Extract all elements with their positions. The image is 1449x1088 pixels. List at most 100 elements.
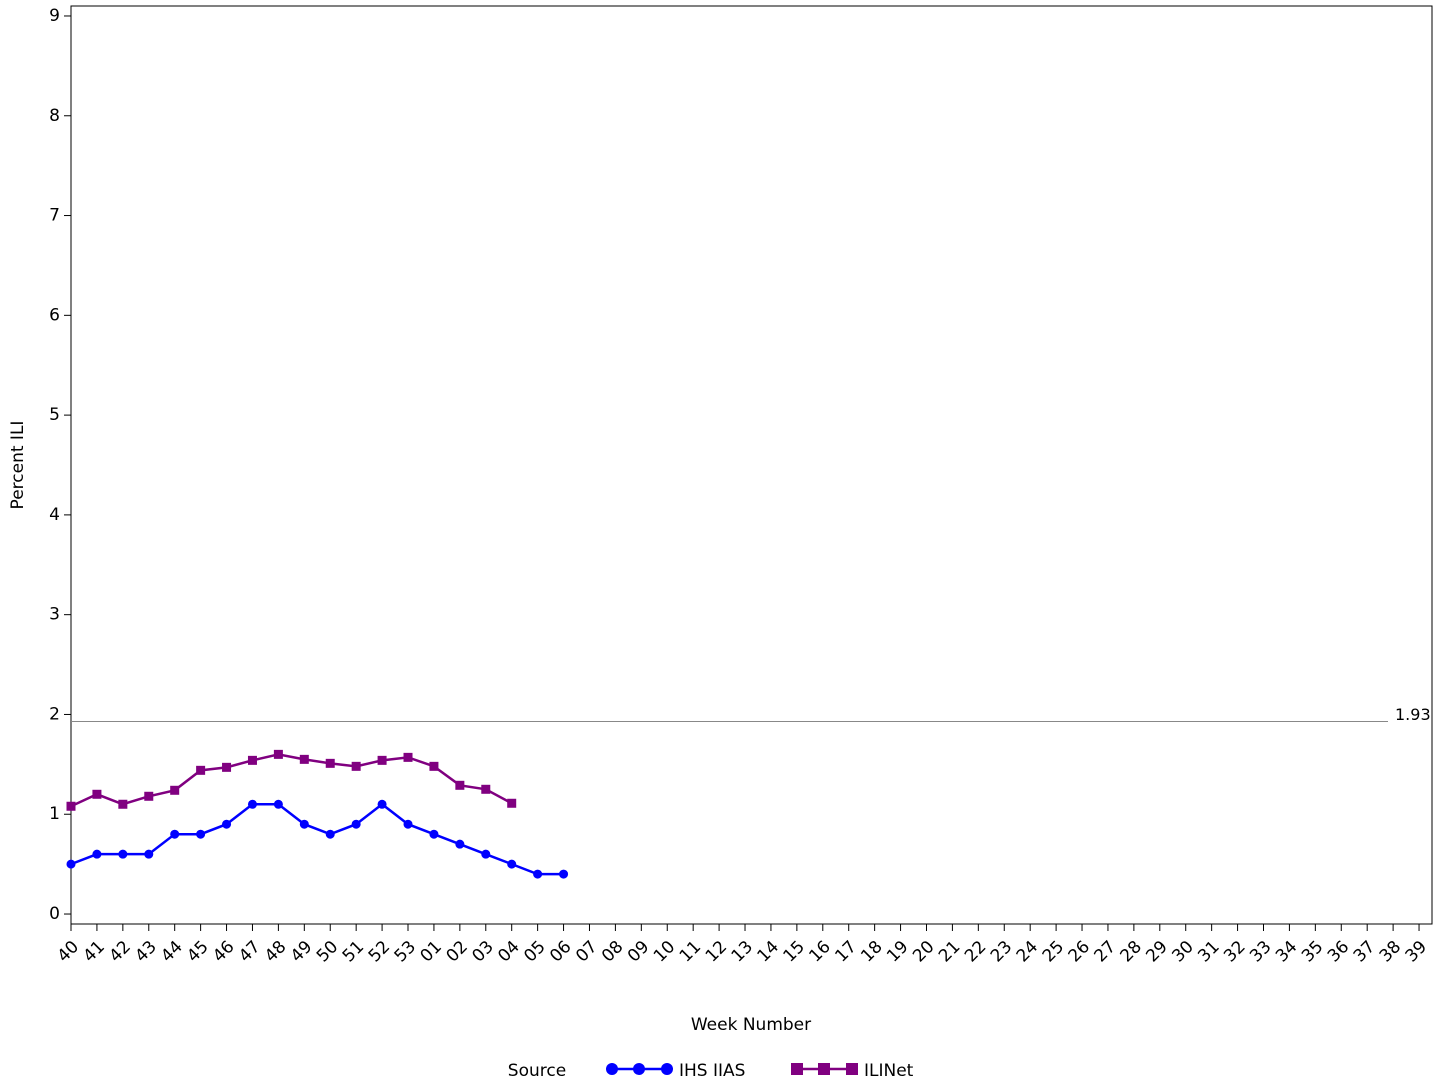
y-tick-label: 4 (49, 505, 60, 525)
y-tick-label: 6 (49, 305, 60, 325)
x-tick-label: 02 (442, 937, 471, 966)
data-point (118, 849, 128, 859)
x-tick-label: 24 (1013, 937, 1042, 966)
x-tick-label: 32 (1220, 937, 1249, 966)
x-tick-label: 14 (754, 937, 783, 966)
x-tick-label: 31 (1194, 937, 1223, 966)
data-point (247, 799, 257, 809)
x-tick-label: 27 (1091, 937, 1120, 966)
x-tick-label: 17 (831, 937, 860, 966)
x-tick-label: 45 (183, 937, 212, 966)
data-point (507, 859, 517, 869)
data-point (222, 819, 232, 829)
data-point (533, 869, 543, 879)
x-tick-label: 10 (650, 937, 679, 966)
data-point (377, 799, 387, 809)
x-tick-label: 08 (598, 937, 627, 966)
reference-label: 1.93 (1395, 705, 1431, 724)
y-tick-label: 5 (49, 405, 60, 425)
data-point (92, 849, 102, 859)
data-point (118, 799, 128, 809)
y-tick-label: 3 (49, 605, 60, 625)
x-tick-label: 36 (1324, 937, 1353, 966)
data-point (144, 791, 154, 801)
y-tick-label: 2 (49, 704, 60, 724)
x-tick-label: 28 (1117, 937, 1146, 966)
x-tick-label: 19 (883, 937, 912, 966)
x-tick-label: 03 (468, 937, 497, 966)
data-point (455, 839, 465, 849)
x-tick-label: 42 (105, 937, 134, 966)
x-tick-label: 30 (1168, 937, 1197, 966)
x-tick-label: 52 (365, 937, 394, 966)
x-tick-label: 49 (287, 937, 316, 966)
x-tick-label: 48 (261, 937, 290, 966)
data-point (429, 761, 439, 771)
data-point (325, 829, 335, 839)
legend-marker (633, 1063, 645, 1075)
x-tick-label: 16 (805, 937, 834, 966)
data-point (481, 849, 491, 859)
x-tick-label: 12 (702, 937, 731, 966)
x-tick-label: 41 (80, 937, 109, 966)
x-tick-label: 46 (209, 937, 238, 966)
legend-marker (846, 1063, 858, 1075)
x-tick-label: 53 (391, 937, 420, 966)
data-point (377, 755, 387, 765)
x-tick-label: 43 (131, 937, 160, 966)
data-point (273, 799, 283, 809)
legend-title: Source (508, 1061, 566, 1081)
data-point (559, 869, 569, 879)
x-tick-label: 34 (1272, 937, 1301, 966)
legend-marker (818, 1063, 830, 1075)
data-point (273, 749, 283, 759)
data-point (403, 819, 413, 829)
data-point (92, 789, 102, 799)
series-line (70, 753, 513, 808)
data-point (247, 755, 257, 765)
x-tick-label: 07 (572, 937, 601, 966)
data-point (507, 798, 517, 808)
x-tick-label: 09 (624, 937, 653, 966)
x-tick-label: 33 (1246, 937, 1275, 966)
legend-label: IHS IIAS (679, 1061, 745, 1081)
data-point (325, 758, 335, 768)
x-tick-label: 47 (235, 937, 264, 966)
x-tick-label: 22 (961, 937, 990, 966)
x-axis-title: Week Number (691, 1015, 811, 1035)
legend-marker (606, 1063, 618, 1075)
data-point (455, 780, 465, 790)
x-tick-label: 39 (1402, 937, 1431, 966)
y-axis-title: Percent ILI (8, 421, 28, 510)
data-point (299, 754, 309, 764)
x-tick-label: 05 (520, 937, 549, 966)
x-tick-label: 13 (728, 937, 757, 966)
x-tick-label: 40 (54, 937, 83, 966)
legend-marker (661, 1063, 673, 1075)
x-tick-label: 20 (909, 937, 938, 966)
plot-frame (70, 5, 1433, 925)
x-tick-label: 26 (1065, 937, 1094, 966)
x-tick-label: 06 (546, 937, 575, 966)
x-tick-label: 29 (1142, 937, 1171, 966)
data-point (222, 762, 232, 772)
data-point (196, 829, 206, 839)
x-tick-label: 35 (1298, 937, 1327, 966)
data-point (66, 801, 76, 811)
data-point (170, 829, 180, 839)
data-point (403, 752, 413, 762)
data-point (299, 819, 309, 829)
y-tick-label: 9 (49, 6, 60, 26)
legend-marker (791, 1063, 803, 1075)
x-tick-label: 15 (779, 937, 808, 966)
x-tick-label: 21 (935, 937, 964, 966)
x-tick-label: 51 (339, 937, 368, 966)
data-point (429, 829, 439, 839)
x-tick-label: 11 (676, 937, 705, 966)
x-tick-label: 50 (313, 937, 342, 966)
x-tick-label: 23 (987, 937, 1016, 966)
y-tick-label: 1 (49, 804, 60, 824)
y-tick-label: 0 (49, 904, 60, 924)
